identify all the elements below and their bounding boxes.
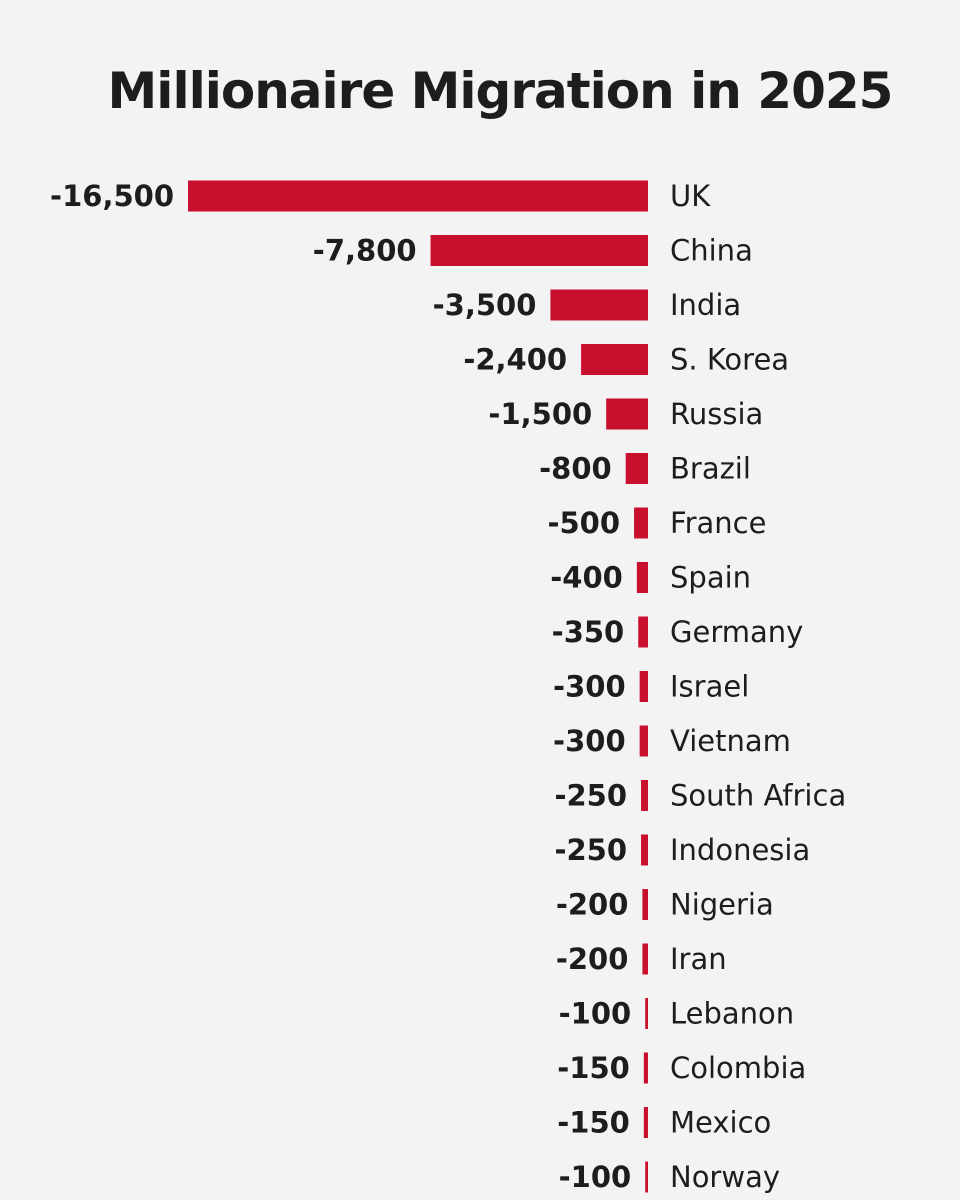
bar-spain bbox=[636, 562, 648, 593]
value-label: -150 bbox=[557, 1051, 630, 1085]
bar-india bbox=[550, 289, 648, 321]
bar-indonesia bbox=[641, 834, 648, 866]
chart-title: Millionaire Migration in 2025 bbox=[107, 62, 894, 120]
category-label: Colombia bbox=[670, 1051, 806, 1085]
category-label: Russia bbox=[670, 397, 763, 431]
bar-colombia bbox=[643, 1052, 648, 1084]
category-label: China bbox=[670, 234, 753, 268]
bar-s-korea bbox=[581, 344, 648, 375]
category-label: S. Korea bbox=[670, 343, 789, 377]
value-label: -16,500 bbox=[50, 179, 174, 213]
bar-nigeria bbox=[642, 889, 648, 920]
category-label: Lebanon bbox=[670, 997, 794, 1031]
category-label: Norway bbox=[670, 1160, 780, 1194]
bar-russia bbox=[606, 398, 648, 430]
bar-brazil bbox=[625, 453, 648, 484]
category-label: Nigeria bbox=[670, 888, 774, 922]
value-label: -250 bbox=[554, 779, 627, 813]
category-label: India bbox=[670, 288, 741, 322]
value-label: -100 bbox=[559, 997, 632, 1031]
value-label: -400 bbox=[550, 561, 623, 595]
value-label: -1,500 bbox=[488, 397, 592, 431]
value-label: -200 bbox=[556, 888, 629, 922]
value-label: -500 bbox=[547, 506, 620, 540]
value-label: -800 bbox=[539, 452, 612, 486]
category-label: Indonesia bbox=[670, 833, 810, 867]
value-label: -3,500 bbox=[433, 288, 537, 322]
bar-iran bbox=[642, 943, 648, 975]
category-label: Vietnam bbox=[670, 724, 791, 758]
bar-lebanon bbox=[645, 998, 648, 1029]
category-label: Mexico bbox=[670, 1106, 771, 1140]
value-label: -7,800 bbox=[313, 234, 417, 268]
bar-south-africa bbox=[641, 780, 648, 811]
bar-vietnam bbox=[639, 725, 648, 757]
category-label: UK bbox=[670, 179, 711, 213]
value-label: -150 bbox=[557, 1106, 630, 1140]
category-label: Germany bbox=[670, 615, 803, 649]
bar-uk bbox=[188, 180, 648, 212]
bar-china bbox=[430, 235, 648, 266]
value-label: -350 bbox=[552, 615, 625, 649]
category-label: Israel bbox=[670, 670, 749, 704]
value-label: -2,400 bbox=[463, 343, 567, 377]
value-label: -200 bbox=[556, 942, 629, 976]
category-label: Iran bbox=[670, 942, 727, 976]
bar-norway bbox=[645, 1161, 648, 1193]
value-label: -250 bbox=[554, 833, 627, 867]
category-label: South Africa bbox=[670, 779, 846, 813]
category-label: France bbox=[670, 506, 766, 540]
bar-france bbox=[634, 507, 648, 539]
value-label: -100 bbox=[559, 1160, 632, 1194]
bar-germany bbox=[638, 616, 648, 648]
value-label: -300 bbox=[553, 670, 626, 704]
bar-israel bbox=[639, 671, 648, 702]
bar-mexico bbox=[643, 1107, 648, 1138]
value-label: -300 bbox=[553, 724, 626, 758]
category-label: Spain bbox=[670, 561, 751, 595]
category-label: Brazil bbox=[670, 452, 751, 486]
